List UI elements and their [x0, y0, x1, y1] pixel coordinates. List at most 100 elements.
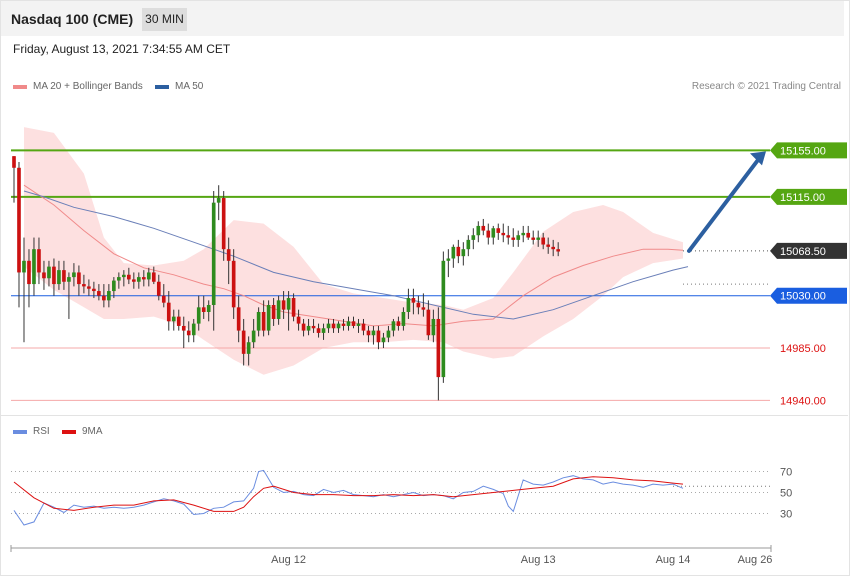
candle-body	[446, 258, 451, 261]
timestamp: Friday, August 13, 2021 7:34:55 AM CET	[13, 42, 231, 56]
level-tag-15030.00	[770, 287, 847, 304]
candle-body	[122, 274, 126, 278]
candle-body	[151, 272, 156, 282]
candle-body	[351, 321, 356, 326]
candle-body	[27, 260, 31, 285]
candle-body	[82, 284, 86, 287]
candle-body	[321, 328, 326, 333]
rsi-ma-line	[13, 476, 684, 512]
candle-body	[516, 235, 521, 240]
candle-body	[131, 279, 136, 282]
candle-body	[301, 323, 306, 331]
candle-body	[316, 328, 321, 333]
candle-body	[391, 321, 396, 331]
candle-body	[401, 311, 406, 326]
legend-ma20: MA 20 + Bollinger Bands	[13, 81, 143, 92]
candle-body	[22, 260, 26, 273]
candle-body	[356, 323, 361, 326]
candle-body	[481, 225, 486, 231]
rsi-tick-label: 30	[780, 509, 792, 521]
rsi-tick-label: 70	[780, 467, 792, 479]
candle-body	[501, 232, 506, 236]
candle-body	[67, 277, 71, 282]
candle-body	[47, 266, 51, 279]
candle-body	[286, 298, 291, 310]
projection-arrow-head	[750, 151, 766, 166]
candle-body	[551, 246, 556, 250]
candle-body	[256, 311, 261, 331]
candle-body	[186, 330, 191, 336]
candle-body	[376, 330, 381, 343]
x-tick-label: Aug 14	[656, 554, 691, 566]
candle-body	[92, 288, 96, 292]
candle-body	[341, 323, 346, 326]
candle-body	[201, 307, 206, 312]
candle-body	[161, 295, 166, 303]
level-label: 14940.00	[780, 395, 826, 407]
candle-body	[181, 325, 186, 331]
candle-body	[77, 272, 81, 285]
candle-body	[166, 302, 171, 322]
level-label: 15115.00	[780, 192, 825, 204]
candle-body	[506, 235, 511, 238]
candle-body	[251, 330, 256, 343]
candle-body	[266, 305, 271, 331]
x-tick-label: Aug 26	[738, 554, 773, 566]
copyright-text: Research © 2021 Trading Central	[691, 81, 841, 92]
level-label: 15068.50	[780, 246, 826, 258]
rsi-label: RSI	[33, 426, 50, 437]
candle-body	[521, 232, 526, 236]
candle-body	[331, 323, 336, 329]
candle-body	[346, 321, 351, 326]
candle-body	[72, 272, 76, 278]
ma20-label: MA 20 + Bollinger Bands	[33, 81, 143, 92]
x-tick-label: Aug 12	[271, 554, 306, 566]
candle-body	[276, 300, 281, 319]
candle-body	[246, 342, 251, 354]
bollinger-band	[24, 127, 683, 375]
candle-body	[102, 295, 106, 301]
projection-arrow-shaft	[687, 155, 762, 253]
candle-body	[127, 274, 131, 280]
ma50-line	[23, 190, 689, 320]
level-label: 15155.00	[780, 145, 826, 157]
candle-body	[461, 249, 466, 257]
candle-body	[441, 260, 446, 378]
candle-body	[211, 202, 216, 306]
candle-body	[411, 298, 416, 303]
candle-body	[62, 270, 66, 282]
candle-body	[396, 321, 401, 326]
candle-body	[141, 277, 146, 280]
candle-body	[426, 309, 431, 336]
ma50-swatch	[155, 84, 169, 89]
x-tick-label: Aug 13	[521, 554, 556, 566]
ma20-swatch	[13, 84, 27, 89]
candle-body	[421, 307, 426, 310]
candle-body	[371, 330, 376, 336]
candle-body	[261, 311, 266, 331]
rsi-ma-swatch	[62, 429, 76, 434]
candle-body	[511, 237, 516, 240]
candle-body	[226, 249, 231, 261]
rsi-swatch	[13, 429, 27, 434]
candle-body	[306, 325, 311, 331]
candle-body	[87, 286, 91, 289]
rsi-line	[13, 469, 684, 526]
candle-body	[491, 228, 496, 238]
candle-body	[107, 291, 111, 301]
candle-body	[241, 330, 246, 354]
timeframe-button[interactable]: 30 MIN	[142, 8, 187, 31]
candle-body	[42, 272, 46, 279]
candle-body	[136, 277, 141, 282]
candle-body	[311, 325, 316, 329]
candle-body	[52, 266, 56, 285]
candle-body	[466, 239, 471, 250]
candle-body	[216, 198, 221, 203]
candle-body	[291, 298, 296, 317]
level-tag-15155.00	[770, 142, 847, 159]
candle-body	[526, 232, 531, 238]
rsi-tick-label: 50	[780, 488, 792, 500]
candle-body	[176, 316, 181, 326]
candle-body	[32, 249, 36, 285]
